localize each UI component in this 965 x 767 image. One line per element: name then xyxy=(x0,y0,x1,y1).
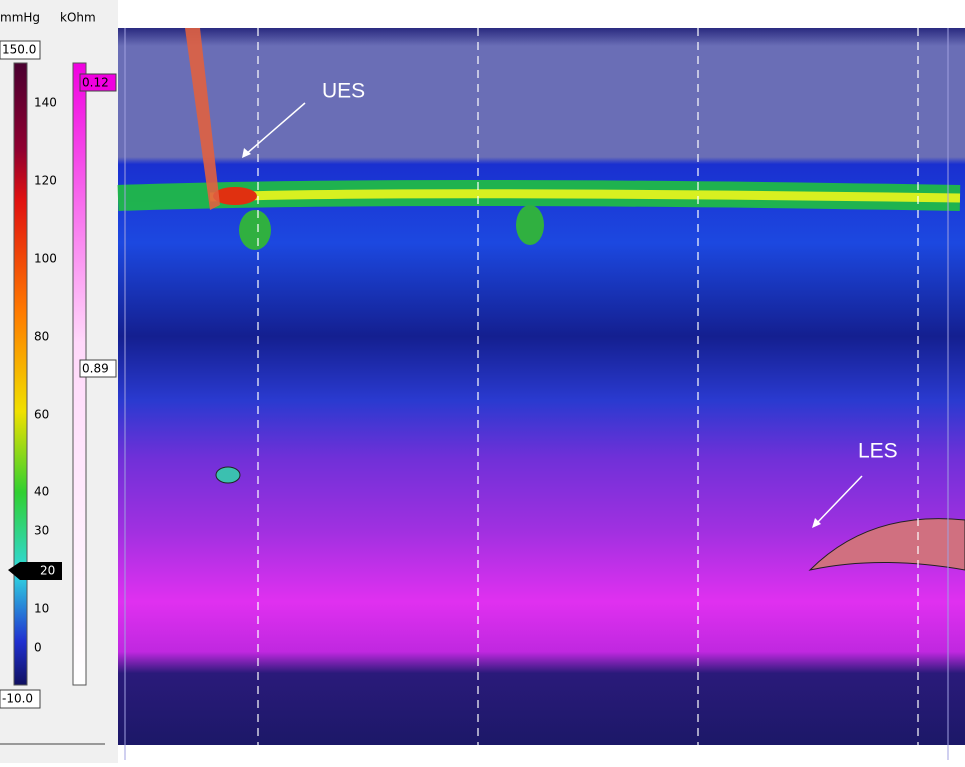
ues-arrow xyxy=(244,102,306,156)
pressure-tick-label: 60 xyxy=(34,408,49,422)
pressure-tick-label: 140 xyxy=(34,96,57,110)
blob xyxy=(215,466,241,484)
pressure-tick-label: 0 xyxy=(34,641,42,655)
impedance-top-box xyxy=(79,73,117,92)
pressure-tick-label: 100 xyxy=(34,252,57,266)
pressure-tick-label: 10 xyxy=(34,602,49,616)
min-box xyxy=(0,689,41,709)
time-markers xyxy=(257,28,919,745)
les-arrow xyxy=(814,475,863,526)
blob xyxy=(239,210,271,250)
impedance-bottom-box xyxy=(79,359,117,378)
pressure-max: 150.0 xyxy=(2,43,36,57)
pressure-tick-label: 80 xyxy=(34,330,49,344)
pressure-tick-label: 120 xyxy=(34,174,57,188)
max-box xyxy=(0,40,41,60)
arrowhead xyxy=(242,148,251,158)
ues-core xyxy=(209,189,961,203)
panel-divider xyxy=(0,743,105,745)
marker-value: 20 xyxy=(40,564,55,578)
impedance-unit: kOhm xyxy=(60,11,96,25)
ues-label: UES xyxy=(322,80,365,103)
pressure-tick-label: 40 xyxy=(34,485,49,499)
pressure-colorbar xyxy=(13,62,28,686)
pressure-unit: mmHg xyxy=(0,11,40,25)
pressure-topography xyxy=(118,28,965,745)
impedance-bottom: 0.89 xyxy=(82,362,109,376)
les-region xyxy=(808,518,965,571)
swallow-onset xyxy=(185,28,220,210)
peak xyxy=(213,187,257,205)
threshold-marker[interactable] xyxy=(8,562,62,580)
pressure-min: -10.0 xyxy=(2,692,33,706)
pressure-tick-label: 30 xyxy=(34,524,49,538)
impedance-top: 0.12 xyxy=(82,76,109,90)
arrowhead xyxy=(812,518,821,528)
les-label: LES xyxy=(858,440,898,463)
blob xyxy=(516,205,544,245)
